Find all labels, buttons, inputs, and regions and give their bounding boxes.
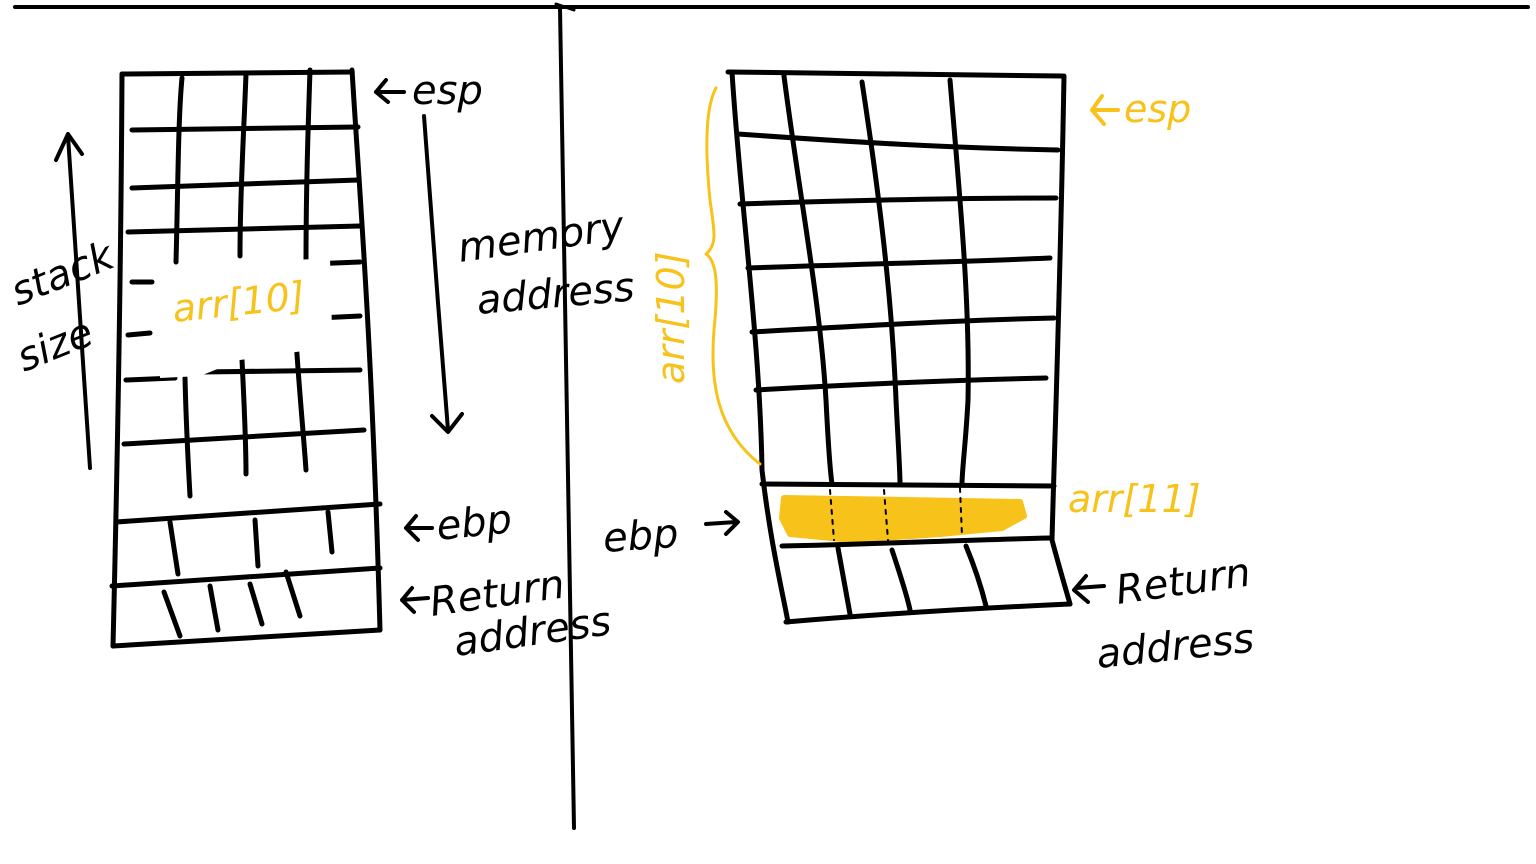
memory-address-arrow	[422, 114, 464, 434]
right-esp-label: esp	[1124, 87, 1191, 131]
right-stack-row	[735, 131, 1061, 153]
right-stack-left-edge	[729, 69, 791, 625]
left-pointer-arrows	[374, 78, 434, 614]
right-stack-col	[947, 77, 971, 487]
left-ret-cell	[283, 569, 303, 619]
stack-size-arrow	[54, 132, 92, 470]
right-stack-col	[889, 547, 913, 613]
right-stack-col	[859, 79, 903, 487]
overflow-row-marks	[829, 487, 963, 541]
left-stack-grid	[109, 67, 383, 649]
left-buffer-patch	[158, 258, 332, 378]
right-stack-row	[753, 375, 1049, 393]
left-stack-row	[123, 367, 363, 383]
left-stack-col	[239, 357, 249, 477]
left-stack-col	[182, 375, 193, 499]
left-stack-row	[119, 69, 355, 77]
left-ebp-cell	[167, 519, 181, 577]
center-divider	[558, 6, 576, 830]
left-return-arrow	[400, 586, 430, 614]
left-ebp-label: ebp	[434, 496, 514, 550]
right-pointer-arrows	[704, 94, 1120, 604]
left-stack-left-edge	[110, 71, 125, 649]
right-stack-col	[963, 543, 989, 609]
right-stack-row	[783, 601, 1073, 625]
left-stack-col	[173, 75, 185, 265]
divider-tick	[554, 2, 576, 12]
left-stack-col	[293, 337, 309, 473]
memory-label-2: address	[475, 264, 636, 324]
left-ebp-cell	[252, 517, 261, 569]
left-stack-right-edge	[349, 67, 383, 633]
right-stack-row	[779, 535, 1053, 549]
buffer-brace	[704, 86, 762, 466]
left-ebp-arrow	[404, 514, 434, 542]
right-stack-col	[781, 73, 835, 487]
left-stack-row	[129, 177, 361, 191]
right-buffer-label: arr[10]	[649, 251, 693, 384]
right-stack-right-edge	[1049, 73, 1073, 607]
left-stack-col	[303, 67, 313, 265]
right-stack-row	[725, 69, 1065, 79]
left-stack-row	[125, 223, 363, 235]
left-ret-cell	[247, 581, 265, 627]
right-return-arrow	[1072, 574, 1106, 604]
left-stack-row	[113, 501, 383, 525]
left-esp-label: esp	[412, 68, 483, 114]
left-ret-cell	[161, 589, 183, 639]
right-ebp-label: ebp	[601, 511, 679, 562]
left-stack-row	[110, 627, 383, 649]
right-return-label-2: address	[1094, 616, 1256, 678]
right-stack-col	[835, 545, 853, 617]
right-stack-grid	[725, 69, 1073, 625]
left-ebp-cell	[325, 509, 335, 555]
left-stack-row	[109, 565, 383, 589]
left-esp-arrow	[374, 78, 406, 104]
right-stack-row	[759, 481, 1057, 489]
right-stack-row	[749, 315, 1057, 335]
overflow-label: arr[11]	[1068, 477, 1201, 521]
stack-size-label-1: stack	[5, 232, 122, 315]
stack-size-label-2: size	[11, 310, 100, 382]
right-esp-arrow	[1090, 94, 1120, 126]
right-return-label-1: Return	[1113, 550, 1253, 614]
overflow-highlight	[779, 495, 1027, 543]
right-ebp-arrow	[704, 510, 740, 536]
divider-lines	[13, 2, 1530, 830]
left-ret-cell	[207, 583, 221, 633]
right-stack-row	[737, 195, 1059, 207]
right-stack-row	[745, 255, 1053, 271]
left-stack-col	[237, 71, 249, 259]
memory-label-1: memory	[455, 203, 628, 272]
